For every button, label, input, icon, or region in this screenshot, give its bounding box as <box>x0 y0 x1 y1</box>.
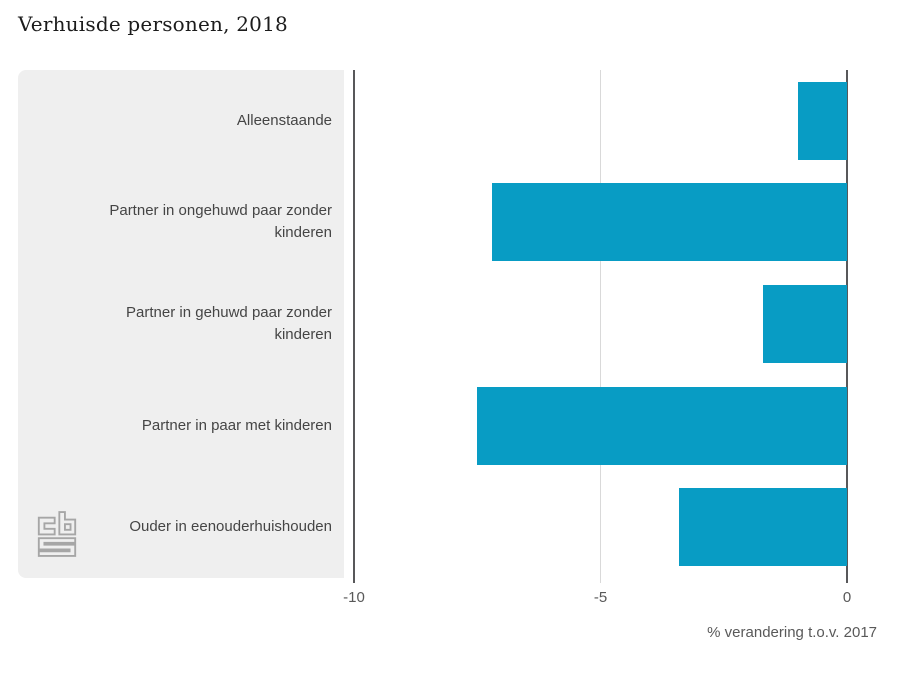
bar-3 <box>763 285 847 363</box>
gridline <box>600 70 601 583</box>
category-label: Partner in gehuwd paar zonder kinderen <box>126 304 332 343</box>
bar-5 <box>679 488 847 567</box>
x-tick-label: -10 <box>343 589 365 606</box>
category-panel <box>18 70 344 578</box>
axis-line <box>846 70 848 583</box>
x-tick-label: -5 <box>593 589 608 606</box>
page-title: Verhuisde personen, 2018 <box>18 12 288 36</box>
x-axis-title: % verandering t.o.v. 2017 <box>707 624 877 641</box>
category-label: Partner in ongehuwd paar zonder kinderen <box>109 202 332 242</box>
category-label: Partner in paar met kinderen <box>141 416 332 434</box>
bar-4 <box>477 386 847 465</box>
category-label: Ouder in eenouderhuishouden <box>129 518 332 536</box>
bar-1 <box>797 81 847 160</box>
category-label: Alleenstaande <box>236 111 332 129</box>
x-tick-label: 0 <box>842 589 852 606</box>
cbs-logo-icon <box>37 511 77 557</box>
axis-line <box>353 70 355 583</box>
bar-2 <box>492 183 847 262</box>
